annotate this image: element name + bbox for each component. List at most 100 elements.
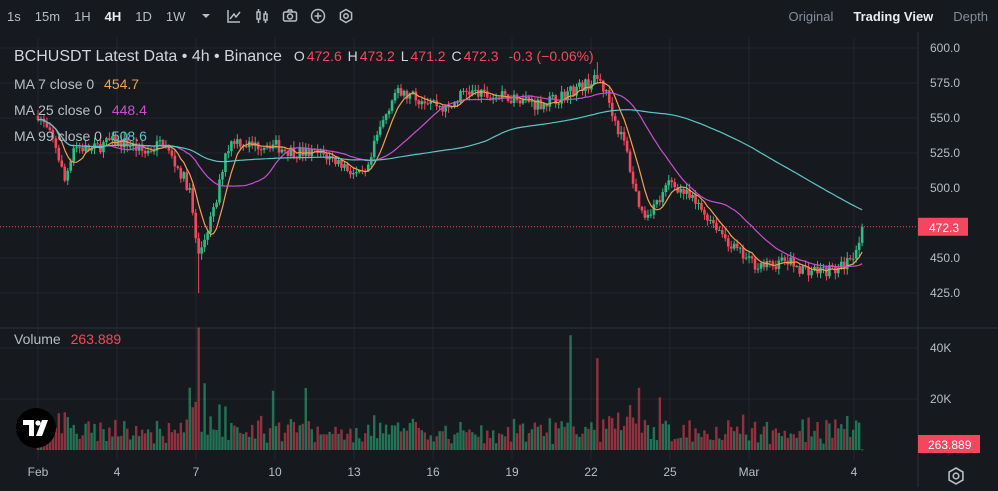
candle bbox=[810, 266, 813, 279]
candle-body bbox=[646, 214, 650, 218]
candle bbox=[825, 265, 828, 281]
volume-last-badge bbox=[918, 435, 980, 453]
volume-bar bbox=[494, 443, 498, 450]
candle bbox=[45, 117, 49, 129]
candle bbox=[203, 234, 206, 253]
candle bbox=[423, 95, 427, 110]
candle-body bbox=[807, 266, 810, 276]
volume-bar bbox=[628, 405, 632, 450]
timeframe-1h[interactable]: 1H bbox=[74, 8, 91, 24]
volume-bar bbox=[69, 427, 72, 450]
candle-body bbox=[572, 86, 575, 96]
volume-bar bbox=[744, 434, 748, 450]
candle-body bbox=[726, 238, 730, 247]
settings-hex-icon[interactable] bbox=[332, 5, 360, 27]
timeframe-1w[interactable]: 1W bbox=[165, 8, 186, 24]
add-circle-icon[interactable] bbox=[304, 5, 332, 27]
volume-bar bbox=[477, 436, 480, 450]
volume-bar bbox=[361, 441, 364, 450]
candle-body bbox=[468, 91, 471, 95]
volume-bar bbox=[399, 431, 403, 450]
volume-bar bbox=[152, 443, 156, 450]
candle bbox=[236, 134, 239, 149]
timeframe-15m[interactable]: 15m bbox=[34, 8, 61, 24]
volume-bar bbox=[590, 422, 593, 450]
candle-body bbox=[685, 189, 688, 194]
timeframe-1d[interactable]: 1D bbox=[135, 8, 152, 24]
candle bbox=[637, 190, 641, 209]
candle bbox=[661, 188, 665, 207]
candle-body bbox=[825, 267, 828, 277]
volume-bar bbox=[129, 439, 132, 450]
candle-body bbox=[286, 151, 290, 156]
volume-bar bbox=[548, 418, 551, 450]
volume-bar bbox=[346, 433, 349, 450]
candle bbox=[197, 232, 200, 293]
candle bbox=[738, 246, 742, 254]
volume-bar bbox=[706, 433, 709, 450]
candle bbox=[54, 135, 58, 154]
volume-bar bbox=[230, 422, 233, 450]
volume-bar bbox=[331, 433, 334, 450]
volume-bar bbox=[584, 426, 587, 450]
volume-bar bbox=[733, 431, 736, 450]
candle-body bbox=[120, 139, 123, 148]
volume-bar bbox=[286, 424, 290, 450]
camera-icon[interactable] bbox=[276, 5, 304, 27]
candle-body bbox=[194, 212, 197, 239]
y-tick-label: 575.0 bbox=[930, 76, 960, 90]
candle-body bbox=[414, 91, 418, 101]
candle bbox=[459, 89, 462, 105]
price-chart[interactable]: 472.3263.889600.0575.0550.0525.0500.0450… bbox=[0, 32, 998, 487]
candle-body bbox=[423, 101, 427, 104]
volume-bar bbox=[405, 430, 409, 450]
volume-bar bbox=[759, 434, 763, 450]
candle-body bbox=[465, 90, 468, 92]
candle-style-icon[interactable] bbox=[248, 5, 276, 27]
candle-body bbox=[521, 98, 525, 104]
candle bbox=[375, 130, 379, 144]
indicators-chart-icon[interactable] bbox=[220, 5, 248, 27]
candle-body bbox=[259, 149, 263, 151]
candle bbox=[122, 132, 126, 154]
tradingview-logo-icon[interactable] bbox=[16, 408, 56, 448]
candle-body bbox=[649, 214, 653, 216]
volume-value: 263.889 bbox=[70, 331, 122, 347]
volume-bar bbox=[310, 429, 313, 450]
x-tick-label: 16 bbox=[426, 465, 440, 479]
candle-body bbox=[640, 206, 644, 211]
volume-bar bbox=[117, 436, 120, 450]
volume-bar bbox=[783, 430, 786, 450]
volume-bar bbox=[646, 425, 650, 450]
volume-bar bbox=[825, 420, 828, 450]
volume-bar bbox=[105, 441, 108, 450]
volume-bar bbox=[613, 428, 617, 450]
candle-body bbox=[744, 257, 748, 259]
candle-body bbox=[227, 151, 230, 154]
candle bbox=[420, 98, 424, 110]
more-timeframes-icon[interactable] bbox=[192, 5, 220, 27]
timeframe-1s[interactable]: 1s bbox=[7, 8, 21, 24]
volume-bar bbox=[146, 429, 150, 450]
volume-bar bbox=[560, 421, 563, 450]
volume-bar bbox=[137, 436, 141, 450]
y-tick-label: 450.0 bbox=[930, 251, 960, 265]
candle-body bbox=[512, 94, 516, 103]
volume-bar bbox=[563, 426, 566, 450]
volume-bar bbox=[432, 441, 435, 450]
view-original[interactable]: Original bbox=[788, 8, 834, 24]
chart-settings-icon[interactable] bbox=[946, 466, 966, 486]
candle-body bbox=[289, 147, 293, 156]
candle bbox=[465, 88, 468, 98]
candle-body bbox=[789, 257, 793, 265]
candle-body bbox=[63, 166, 67, 181]
candle-body bbox=[45, 122, 49, 128]
candle bbox=[393, 89, 397, 104]
view-depth[interactable]: Depth bbox=[953, 8, 988, 24]
open-value: 472.6 bbox=[306, 48, 342, 64]
view-trading-view[interactable]: Trading View bbox=[853, 8, 934, 24]
volume-bar bbox=[682, 424, 685, 450]
timeframe-4h[interactable]: 4H bbox=[104, 8, 122, 24]
candle-body bbox=[557, 103, 560, 105]
y-tick-label: 40K bbox=[930, 341, 951, 355]
